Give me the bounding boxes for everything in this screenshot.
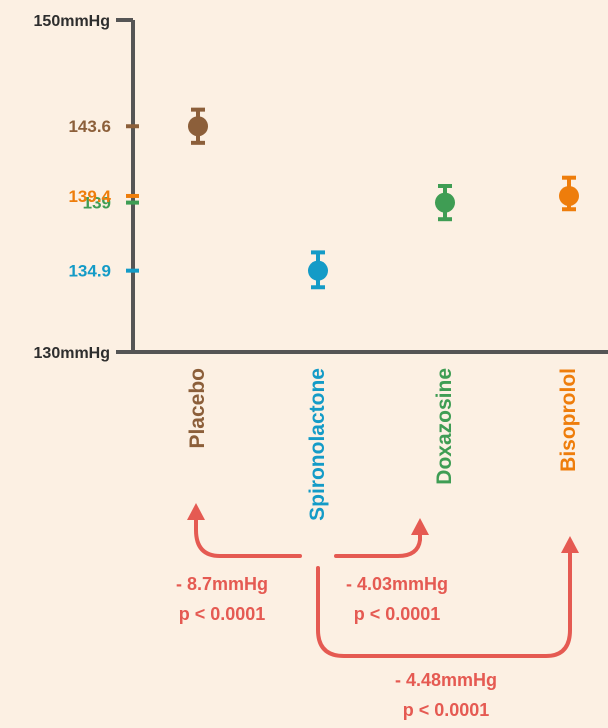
y-value-label-bisoprolol: 139.4 (68, 187, 111, 206)
category-label-bisoprolol: Bisoprolol (557, 368, 580, 472)
comparison-difference-placebo: - 8.7mmHg (176, 574, 268, 594)
y-axis-min-label: 130mmHg (34, 345, 110, 362)
y-value-label-placebo: 143.6 (68, 117, 111, 136)
data-point-doxazosine (435, 192, 455, 213)
comparison-arrow-bisoprolol (316, 547, 572, 658)
comparison-pvalue-doxazosine: p < 0.0001 (354, 604, 441, 624)
comparison-arrow-placebo-head (187, 503, 205, 520)
comparison-arrow-bisoprolol-head (561, 536, 579, 553)
category-label-spironolactone: Spironolactone (306, 368, 329, 521)
comparison-difference-doxazosine: - 4.03mmHg (346, 574, 448, 594)
category-label-placebo: Placebo (186, 368, 209, 449)
comparison-arrow-doxazosine (334, 528, 422, 558)
data-point-bisoprolol (559, 185, 579, 206)
category-label-doxazosine: Doxazosine (433, 368, 456, 485)
data-point-spironolactone (308, 260, 328, 281)
comparison-arrow-placebo (194, 514, 302, 558)
data-point-placebo (188, 116, 208, 137)
comparison-arrow-doxazosine-head (411, 518, 429, 535)
y-axis-max-label: 150mmHg (34, 13, 110, 30)
y-value-label-spironolactone: 134.9 (68, 262, 111, 281)
comparison-difference-bisoprolol: - 4.48mmHg (395, 670, 497, 690)
y-value-label-doxazosine: 139 (83, 194, 111, 213)
comparison-pvalue-placebo: p < 0.0001 (179, 604, 266, 624)
comparison-pvalue-bisoprolol: p < 0.0001 (403, 700, 490, 720)
